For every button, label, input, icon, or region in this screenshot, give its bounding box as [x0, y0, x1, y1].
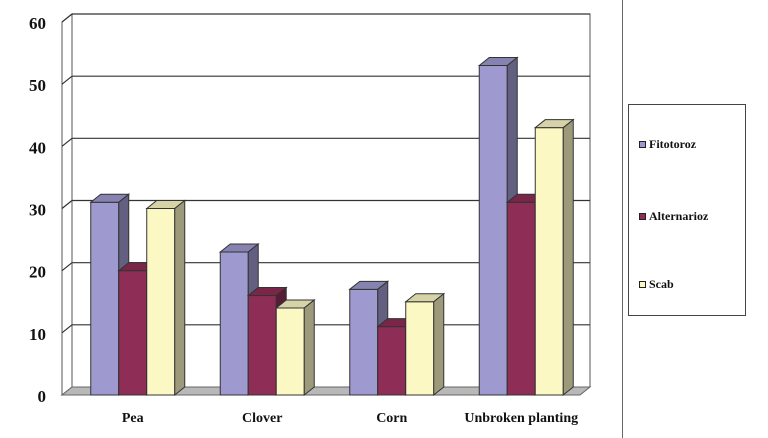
legend-item-0: Fitotoroz: [639, 137, 696, 152]
bar-front: [90, 201, 120, 396]
legend-item-1: Alternarioz: [639, 209, 708, 224]
legend-label-0: Fitotoroz: [649, 137, 697, 151]
bar-front: [146, 208, 176, 396]
legend-swatch-0: [639, 141, 646, 148]
bar-0-2: [145, 199, 187, 397]
x-tick-label: Unbroken planting: [464, 411, 578, 426]
y-tick-label: 30: [29, 201, 46, 220]
bar-side: [433, 292, 445, 397]
bar-1-2: [274, 298, 316, 397]
y-tick-label: 40: [29, 138, 46, 157]
legend-swatch-1: [639, 213, 646, 220]
bar-2-2: [404, 292, 446, 397]
y-axis-ticks: 0 10 20 30 40 50 60: [29, 14, 46, 406]
y-tick-label: 10: [29, 325, 46, 344]
bar-front: [405, 301, 435, 396]
x-axis-ticks: Pea Clover Corn Unbroken planting: [122, 411, 578, 426]
bar-front: [377, 326, 407, 396]
bar-3-2: [533, 118, 575, 397]
gridline-side: [61, 262, 73, 272]
y-tick-label: 20: [29, 263, 46, 282]
bar-front: [349, 288, 379, 396]
legend-label-1: Alternarioz: [649, 209, 709, 223]
legend-swatch-2: [639, 281, 646, 288]
bar-side: [174, 199, 186, 397]
gridline-side: [61, 75, 73, 85]
gridline-side: [61, 137, 73, 147]
gridline-side: [61, 200, 73, 209]
y-tick-label: 0: [38, 387, 47, 406]
bars: [89, 56, 575, 397]
bar-side: [562, 118, 574, 397]
x-tick-label: Pea: [122, 411, 144, 426]
legend-label-2: Scab: [649, 277, 674, 291]
bar-front: [506, 201, 536, 396]
y-tick-label: 50: [29, 76, 46, 95]
legend: Fitotoroz Alternarioz Scab: [628, 104, 746, 316]
gridline-side: [61, 13, 73, 23]
bar-front: [118, 270, 148, 396]
bar-front: [219, 251, 249, 396]
y-tick-label: 60: [29, 14, 46, 33]
bar-front: [478, 65, 508, 396]
legend-item-2: Scab: [639, 277, 674, 292]
bar-front: [534, 127, 564, 396]
x-tick-label: Corn: [376, 411, 407, 426]
bar-front: [247, 295, 277, 396]
bar-side: [303, 298, 315, 397]
gridline-side: [61, 324, 73, 334]
frame-divider: [622, 0, 623, 438]
x-tick-label: Clover: [242, 411, 282, 426]
bar-front: [275, 307, 305, 396]
